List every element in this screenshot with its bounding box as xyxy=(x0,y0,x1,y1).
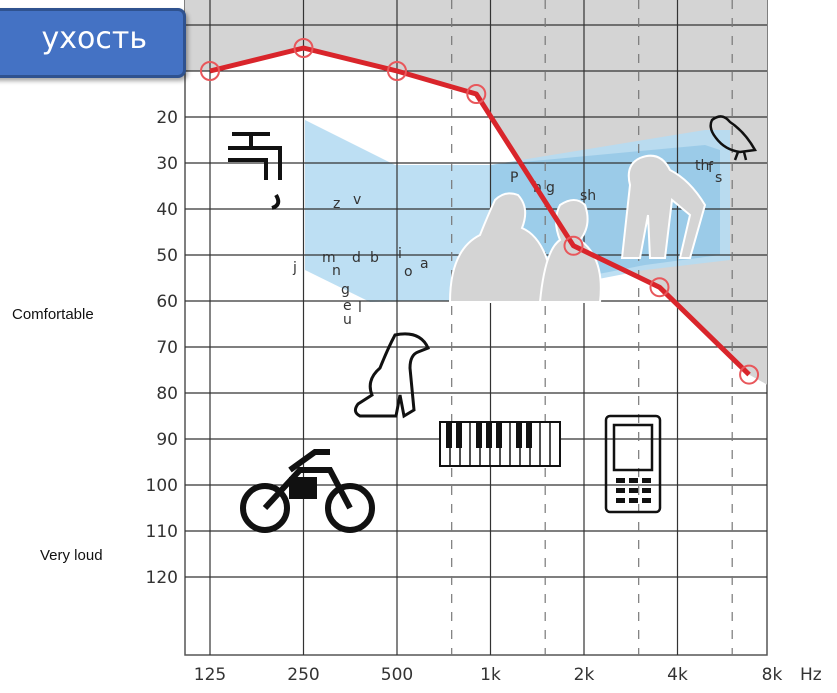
y-tick-label: 100 xyxy=(146,476,178,496)
piano-black-key xyxy=(476,422,482,448)
piano-black-key xyxy=(446,422,452,448)
speech-sound: z xyxy=(333,196,340,212)
speech-sound: d xyxy=(352,250,361,266)
y-tick-label: 70 xyxy=(156,338,178,358)
x-tick-label: 8k xyxy=(762,665,783,685)
speech-sound: a xyxy=(420,256,429,272)
speech-sound: g xyxy=(546,180,555,196)
y-tick-label: 30 xyxy=(156,154,178,174)
piano-black-key xyxy=(516,422,522,448)
x-tick-label: 125 xyxy=(194,665,226,685)
speech-sound: f xyxy=(708,160,714,176)
dog-icon xyxy=(353,332,431,419)
threshold-marker xyxy=(649,277,670,298)
x-tick-label: 2k xyxy=(574,665,595,685)
mobile-phone-icon xyxy=(604,414,662,514)
y-tick-label: 20 xyxy=(156,108,178,128)
threshold-marker xyxy=(739,364,760,385)
y-tick-label: 50 xyxy=(156,246,178,266)
y-tick-label: 120 xyxy=(146,568,178,588)
speech-sound: P xyxy=(510,170,518,186)
parent-with-child-icon xyxy=(620,154,707,259)
speech-sound: l xyxy=(358,300,362,316)
x-axis-unit: Hz xyxy=(800,665,822,685)
threshold-marker xyxy=(293,38,314,58)
adult-silhouette-icon xyxy=(448,192,557,303)
speech-sound: o xyxy=(404,264,413,280)
threshold-marker xyxy=(466,84,487,104)
piano-black-key xyxy=(496,422,502,448)
threshold-marker xyxy=(563,235,584,256)
speech-sound: sh xyxy=(580,188,596,204)
hearing-loss-area xyxy=(185,0,767,385)
speech-sound: v xyxy=(353,192,361,208)
y-axis-ticks: 102030405060708090100110120 xyxy=(146,62,178,588)
speech-sound: m xyxy=(322,250,336,266)
y-tick-label: 90 xyxy=(156,430,178,450)
speech-sound: i xyxy=(398,246,402,262)
threshold-marker xyxy=(387,61,407,81)
x-tick-label: 250 xyxy=(287,665,319,685)
title-banner: ухость xyxy=(0,8,186,78)
x-tick-label: 4k xyxy=(667,665,688,685)
speech-sound: g xyxy=(341,282,350,298)
threshold-marker xyxy=(200,61,220,81)
speech-sound: e xyxy=(343,298,352,314)
very-loud-label: Very loud xyxy=(40,547,103,564)
motorcycle-icon xyxy=(240,449,375,533)
chart-title: ухость xyxy=(41,21,147,56)
piano-black-key xyxy=(456,422,462,448)
piano-black-key xyxy=(526,422,532,448)
speech-sound: n xyxy=(332,263,341,279)
speech-sound: j xyxy=(292,260,297,276)
piano-black-key xyxy=(486,422,492,448)
x-tick-label: 1k xyxy=(480,665,501,685)
dripping-tap-icon xyxy=(228,132,282,210)
y-tick-label: 40 xyxy=(156,200,178,220)
piano-keyboard-icon xyxy=(439,421,561,467)
speech-sound: th xyxy=(695,158,709,174)
x-axis-ticks: 125 250 500 1k 2k 4k 8k xyxy=(194,665,783,685)
speech-sound: b xyxy=(370,250,379,266)
comfortable-label: Comfortable xyxy=(12,306,94,323)
y-tick-label: 60 xyxy=(156,292,178,312)
speech-sound: u xyxy=(343,312,352,328)
y-tick-label: 80 xyxy=(156,384,178,404)
speech-sound: s xyxy=(715,170,722,186)
x-tick-label: 500 xyxy=(381,665,413,685)
y-tick-label: 110 xyxy=(146,522,178,542)
child-silhouette-icon xyxy=(538,199,602,303)
threshold-markers xyxy=(200,38,760,385)
threshold-line xyxy=(209,45,751,377)
bird-icon xyxy=(709,115,757,161)
